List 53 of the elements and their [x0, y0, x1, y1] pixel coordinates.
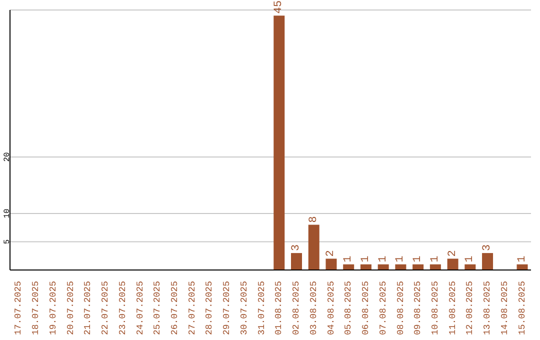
data-label: 1: [342, 255, 355, 262]
data-label: 1: [412, 255, 424, 262]
data-label: 1: [360, 255, 372, 262]
x-tick-label: 13.08.2025: [482, 281, 493, 336]
x-tick-label: 11.08.2025: [448, 281, 458, 336]
x-tick-label: 19.07.2025: [48, 281, 58, 336]
x-tick-label: 31.07.2025: [256, 281, 267, 336]
bar: [326, 258, 337, 270]
x-tick-label: 15.08.2025: [517, 281, 528, 336]
x-tick-label: 09.08.2025: [413, 281, 424, 336]
x-tick-label: 04.08.2025: [326, 281, 336, 336]
x-tick-label: 06.08.2025: [361, 281, 372, 336]
x-tick-label: 20.07.2025: [66, 281, 76, 336]
x-tick-label: 22.07.2025: [100, 281, 111, 336]
data-label: 3: [482, 244, 494, 252]
y-tick-label: 10: [3, 208, 12, 218]
bar: [447, 258, 458, 270]
y-tick-label: 20: [3, 152, 12, 162]
x-tick-label: 03.08.2025: [308, 281, 319, 336]
data-label: 8: [308, 216, 320, 223]
x-tick-label: 10.08.2025: [430, 281, 440, 336]
x-tick-label: 23.07.2025: [118, 281, 128, 336]
x-tick-label: 29.07.2025: [222, 281, 232, 336]
data-label: 1: [516, 255, 528, 262]
data-label: 1: [429, 255, 442, 262]
x-tick-label: 21.07.2025: [83, 281, 94, 336]
x-tick-label: 08.08.2025: [396, 281, 406, 336]
bar: [274, 16, 285, 270]
x-tick-label: 02.08.2025: [292, 281, 302, 336]
x-tick-label: 18.07.2025: [31, 281, 42, 336]
x-tick-label: 07.08.2025: [378, 281, 388, 336]
bar: [308, 224, 320, 270]
x-tick-label: 14.08.2025: [500, 281, 510, 336]
data-label: 2: [446, 250, 459, 257]
x-tick-label: 30.07.2025: [239, 281, 250, 336]
x-tick-label: 01.08.2025: [274, 281, 284, 336]
x-tick-label: 17.07.2025: [14, 281, 24, 336]
data-label: 1: [377, 255, 390, 262]
data-label: 1: [394, 255, 407, 262]
x-tick-label: 27.07.2025: [187, 281, 198, 336]
x-tick-label: 26.07.2025: [170, 281, 180, 336]
data-label: 2: [325, 250, 338, 257]
data-label: 45: [273, 0, 286, 14]
bar: [290, 253, 302, 270]
data-label: 1: [464, 255, 476, 262]
x-tick-label: 25.07.2025: [152, 281, 163, 336]
bar: [482, 253, 494, 270]
data-label: 3: [290, 244, 302, 252]
x-tick-label: 24.07.2025: [135, 281, 146, 336]
y-tick-label: 5: [3, 239, 12, 244]
x-tick-label: 28.07.2025: [204, 281, 215, 336]
x-tick-label: 12.08.2025: [465, 281, 476, 336]
x-tick-label: 05.08.2025: [344, 281, 354, 336]
